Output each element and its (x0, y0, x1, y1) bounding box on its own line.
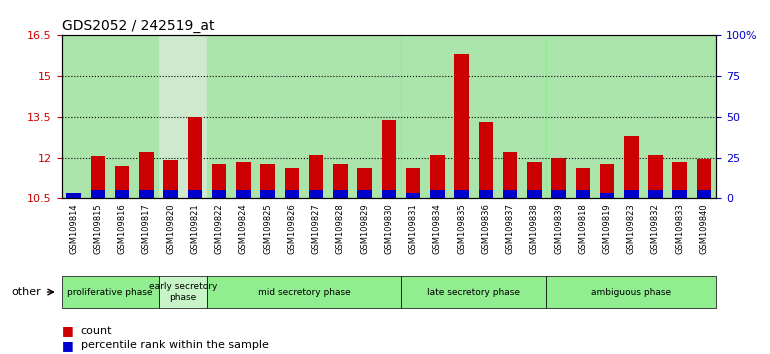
Bar (600, 164, 614, 198)
Bar (91, 190, 105, 198)
Bar (357, 168, 372, 198)
Bar (188, 190, 203, 198)
Bar (624, 136, 638, 198)
Text: ambiguous phase: ambiguous phase (591, 287, 671, 297)
Bar (212, 164, 226, 198)
Bar (159, 35, 207, 198)
Bar (91, 156, 105, 198)
Bar (333, 164, 347, 198)
Bar (406, 168, 420, 198)
Text: proliferative phase: proliferative phase (67, 287, 152, 297)
Bar (648, 190, 663, 198)
Bar (115, 190, 129, 198)
Text: GDS2052 / 242519_at: GDS2052 / 242519_at (62, 19, 214, 33)
Bar (547, 35, 716, 198)
Bar (551, 158, 566, 198)
Bar (62, 35, 159, 198)
Bar (575, 168, 590, 198)
Bar (163, 160, 178, 198)
Bar (357, 190, 372, 198)
Bar (600, 193, 614, 198)
Bar (115, 166, 129, 198)
Bar (697, 190, 711, 198)
Text: mid secretory phase: mid secretory phase (258, 287, 350, 297)
Bar (551, 190, 566, 198)
Bar (575, 190, 590, 198)
Text: ■: ■ (62, 339, 73, 352)
Bar (285, 190, 300, 198)
Bar (163, 190, 178, 198)
Bar (260, 190, 275, 198)
Bar (697, 159, 711, 198)
Bar (454, 55, 469, 198)
Bar (207, 35, 401, 198)
Bar (401, 35, 547, 198)
Bar (503, 190, 517, 198)
Bar (285, 168, 300, 198)
Bar (66, 197, 81, 198)
Bar (430, 155, 444, 198)
Bar (624, 190, 638, 198)
Bar (260, 164, 275, 198)
Bar (309, 155, 323, 198)
Text: count: count (81, 326, 112, 336)
Bar (478, 190, 493, 198)
Bar (672, 190, 687, 198)
Bar (66, 193, 81, 198)
Bar (188, 117, 203, 198)
Bar (382, 120, 396, 198)
Bar (406, 193, 420, 198)
Bar (478, 122, 493, 198)
Text: other: other (12, 287, 42, 297)
Bar (333, 190, 347, 198)
Bar (527, 190, 541, 198)
Text: early secretory
phase: early secretory phase (149, 282, 217, 302)
Text: percentile rank within the sample: percentile rank within the sample (81, 340, 269, 350)
Bar (430, 190, 444, 198)
Bar (236, 161, 251, 198)
Bar (454, 190, 469, 198)
Bar (503, 152, 517, 198)
Bar (139, 190, 154, 198)
Bar (527, 161, 541, 198)
Bar (382, 190, 396, 198)
Text: late secretory phase: late secretory phase (427, 287, 521, 297)
Bar (309, 190, 323, 198)
Text: ■: ■ (62, 325, 73, 337)
Bar (139, 152, 154, 198)
Bar (648, 155, 663, 198)
Bar (212, 190, 226, 198)
Bar (236, 190, 251, 198)
Bar (672, 161, 687, 198)
